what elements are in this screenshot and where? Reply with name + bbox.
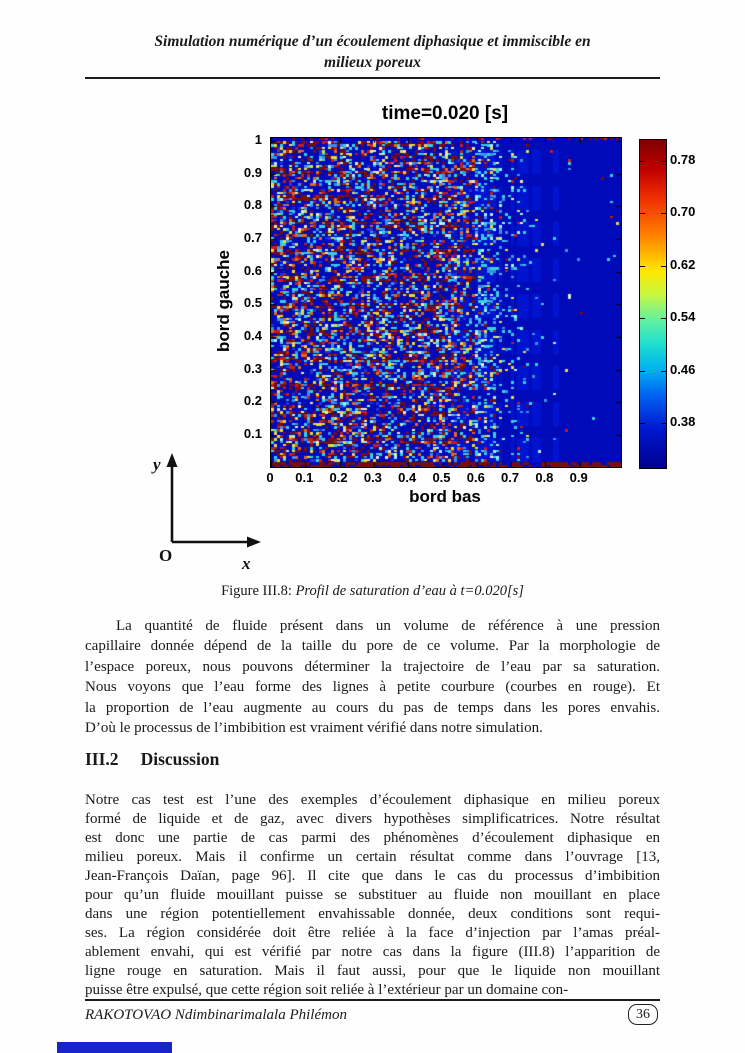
text-line: est donc une partie de cas parmi des phé…	[85, 830, 660, 846]
plot-title: time=0.020 [s]	[381, 103, 509, 124]
colorbar-tick-mark	[661, 370, 666, 372]
y-tick-label: 0.3	[243, 360, 262, 376]
text-line: milieu poreux. Mais il confirme un certa…	[85, 849, 660, 865]
colorbar-tick-mark	[661, 265, 666, 267]
x-tick-label: 0.2	[329, 470, 348, 485]
text-line: Notre cas test est l’une des exemples d’…	[85, 792, 660, 808]
colorbar-tick-label: 0.54	[670, 309, 696, 325]
paragraph-imbibition: La quantité de fluide présent dans un vo…	[85, 616, 660, 738]
text-line: D’où le processus de l’imbibition est vr…	[85, 720, 543, 737]
text-line: ablement envahi, qui est vérifié par not…	[85, 944, 660, 960]
colorbar-tick-label: 0.38	[670, 414, 696, 429]
y-tick-label: 0.7	[243, 229, 262, 245]
colorbar-tick-label: 0.62	[670, 256, 696, 272]
coordinate-axes-sketch: y O x	[151, 453, 261, 573]
header-rule	[85, 77, 660, 79]
y-tick-label: 1	[254, 132, 262, 147]
colorbar-tick-mark	[640, 213, 645, 215]
x-axis-label: bord bas	[409, 487, 481, 506]
figure-caption: Figure III.8: Profil de saturation d’eau…	[60, 583, 685, 600]
artifact-blue-bar	[57, 1042, 172, 1053]
y-tick-label: 0.5	[243, 295, 262, 311]
colorbar-tick-mark	[661, 423, 666, 424]
y-tick-label: 0.1	[243, 425, 262, 441]
x-tick-label: 0	[266, 470, 274, 485]
x-tick-label: 0.8	[535, 470, 554, 485]
x-tick-label: 0.1	[295, 470, 314, 485]
y-axis-arrowhead	[166, 453, 178, 467]
text-line: Nous voyons que l’eau forme des lignes à…	[85, 679, 660, 696]
text-line: puisse être expulsé, que cette région so…	[85, 982, 569, 998]
paragraph-discussion: Notre cas test est l’une des exemples d’…	[85, 791, 660, 1000]
y-tick-label: 0.9	[243, 164, 262, 180]
y-tick-label: 0.8	[243, 197, 262, 213]
x-tick-label: 0.6	[466, 470, 485, 485]
sketch-y-label: y	[151, 455, 161, 474]
colorbar-tick-mark	[661, 213, 666, 215]
x-tick-label: 0.7	[501, 470, 520, 485]
text-line: formé de liquide et de gaz, avec divers …	[85, 811, 660, 827]
colorbar-tick-mark	[640, 423, 645, 424]
x-tick-label: 0.9	[569, 470, 588, 485]
text-line: la proportion de l’eau augmente au cours…	[85, 699, 660, 716]
sketch-x-label: x	[241, 554, 251, 573]
footer-author: RAKOTOVAO Ndimbinarimalala Philémon	[85, 1007, 347, 1023]
x-tick-label: 0.3	[363, 470, 382, 485]
sketch-origin-label: O	[159, 546, 172, 565]
heatmap-plot	[270, 137, 622, 468]
x-tick-label: 0.5	[432, 470, 451, 485]
colorbar-tick-mark	[640, 161, 645, 162]
section-heading: III.2 Discussion	[85, 749, 219, 770]
colorbar-tick-mark	[640, 370, 645, 372]
y-tick-label: 0.4	[243, 327, 262, 343]
footer-rule	[85, 999, 660, 1001]
x-axis-arrowhead	[247, 536, 261, 548]
colorbar-tick-label: 0.70	[670, 204, 696, 220]
colorbar-tick-mark	[640, 265, 645, 267]
header-title-line2: milieux poreux	[324, 54, 421, 71]
text-line: dans une région potentiellement envahiss…	[85, 906, 660, 922]
text-line: ses. La région considérée doit être reli…	[85, 925, 660, 941]
header-title-line1: Simulation numérique d’un écoulement dip…	[154, 33, 591, 50]
text-line: ligne rouge en saturation. Mais il faut …	[85, 963, 660, 979]
heatmap-canvas	[271, 138, 621, 467]
text-line: La quantité de fluide présent dans un vo…	[116, 618, 660, 634]
colorbar-tick-label: 0.78	[670, 152, 696, 167]
section-number: III.2	[85, 749, 119, 769]
y-tick-label: 0.2	[243, 393, 262, 409]
page-number-badge: 36	[628, 1004, 658, 1025]
colorbar-tick-mark	[640, 318, 645, 320]
running-header: Simulation numérique d’un écoulement dip…	[60, 31, 685, 73]
text-line: capillaire donnée dépend de la taille du…	[85, 638, 660, 655]
colorbar-tick-mark	[661, 161, 666, 162]
text-line: l’espace poreux, nous pouvons déterminer…	[85, 658, 660, 675]
colorbar-tick-mark	[661, 318, 666, 320]
section-title: Discussion	[140, 749, 220, 769]
x-tick-label: 0.4	[398, 470, 417, 485]
colorbar-tick-label: 0.46	[670, 361, 696, 377]
figure-caption-prefix: Figure III.8:	[221, 583, 292, 599]
text-line: pour qu’un fluide mouillant puisse se su…	[85, 887, 660, 903]
text-line: Jean-François Daïan, page 96]. Il cite q…	[85, 868, 660, 884]
colorbar	[639, 139, 667, 469]
figure-caption-text: Profil de saturation d’eau à t=0.020[s]	[295, 583, 524, 599]
y-tick-label: 0.6	[243, 262, 262, 278]
